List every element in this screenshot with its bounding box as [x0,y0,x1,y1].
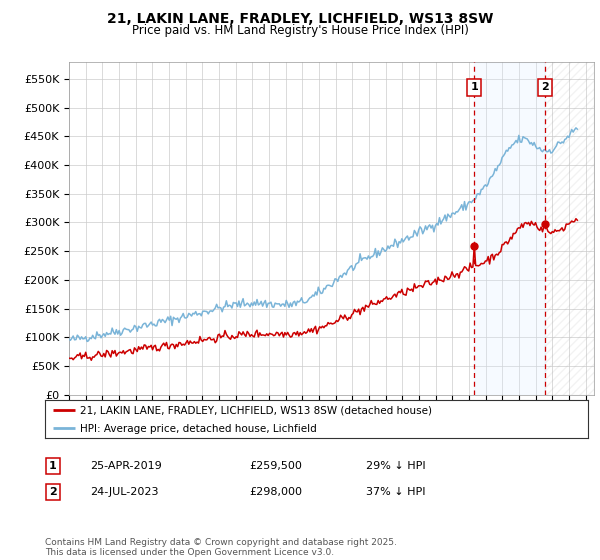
Bar [545,62,594,395]
Text: 21, LAKIN LANE, FRADLEY, LICHFIELD, WS13 8SW: 21, LAKIN LANE, FRADLEY, LICHFIELD, WS13… [107,12,493,26]
Text: 29% ↓ HPI: 29% ↓ HPI [366,461,425,471]
Text: Contains HM Land Registry data © Crown copyright and database right 2025.
This d: Contains HM Land Registry data © Crown c… [45,538,397,557]
Text: £298,000: £298,000 [249,487,302,497]
Text: 21, LAKIN LANE, FRADLEY, LICHFIELD, WS13 8SW (detached house): 21, LAKIN LANE, FRADLEY, LICHFIELD, WS13… [80,405,432,416]
Text: 1: 1 [470,82,478,92]
Text: 2: 2 [49,487,56,497]
Text: HPI: Average price, detached house, Lichfield: HPI: Average price, detached house, Lich… [80,424,317,434]
Bar [475,62,545,395]
Text: 2: 2 [541,82,549,92]
Text: 1: 1 [49,461,56,471]
Text: £259,500: £259,500 [249,461,302,471]
Text: Price paid vs. HM Land Registry's House Price Index (HPI): Price paid vs. HM Land Registry's House … [131,24,469,36]
Text: 37% ↓ HPI: 37% ↓ HPI [366,487,425,497]
Text: 25-APR-2019: 25-APR-2019 [90,461,162,471]
Text: 24-JUL-2023: 24-JUL-2023 [90,487,158,497]
